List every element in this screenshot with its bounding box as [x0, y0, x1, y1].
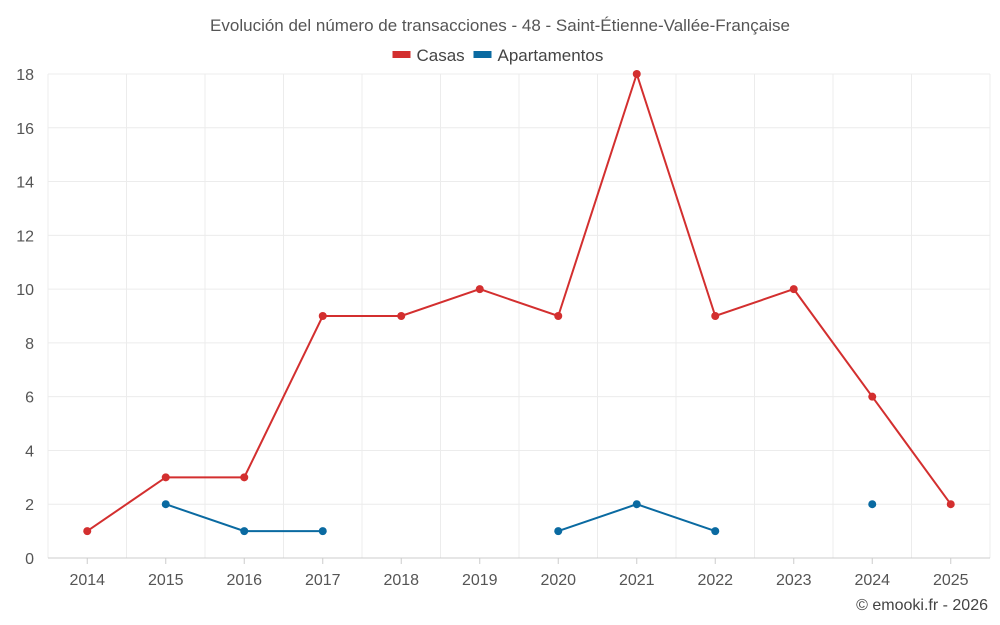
y-tick-label: 8	[25, 336, 34, 353]
x-tick-label: 2018	[383, 572, 419, 589]
data-point	[83, 527, 92, 536]
legend-swatch	[473, 51, 492, 58]
data-point	[554, 312, 563, 320]
data-point	[318, 527, 327, 536]
credit-text: © emooki.fr - 2026	[856, 597, 988, 614]
data-point	[868, 500, 877, 509]
x-tick-label: 2021	[619, 572, 655, 589]
data-point	[711, 527, 720, 536]
series-layer	[83, 70, 955, 536]
series-line	[86, 70, 952, 532]
series-line	[557, 503, 716, 533]
y-tick-label: 12	[16, 228, 34, 245]
x-tick-label: 2016	[226, 572, 262, 589]
data-point	[632, 70, 641, 78]
data-point	[161, 473, 170, 482]
x-tick-label: 2022	[697, 572, 733, 589]
x-tick-label: 2019	[462, 572, 498, 589]
x-tick-label: 2017	[305, 572, 341, 589]
y-tick-label: 14	[16, 175, 34, 192]
data-point	[318, 312, 327, 320]
data-point	[240, 473, 249, 482]
data-point	[868, 392, 877, 401]
grid	[47, 73, 991, 559]
legend: Casas Apartamentos	[392, 46, 604, 65]
y-tick-label: 16	[16, 121, 34, 138]
data-point	[711, 312, 720, 320]
series-apartamentos	[161, 500, 877, 536]
series-casas	[83, 70, 955, 536]
y-tick-label: 10	[16, 282, 34, 299]
legend-swatch	[392, 51, 411, 58]
data-point	[554, 527, 563, 536]
x-tick-label: 2015	[148, 572, 184, 589]
data-point	[397, 312, 406, 320]
data-point	[161, 500, 170, 509]
x-tick-label: 2014	[69, 572, 105, 589]
x-tick-label: 2020	[540, 572, 576, 589]
y-tick-label: 2	[25, 497, 34, 514]
data-point	[632, 500, 641, 509]
chart-title: Evolución del número de transacciones - …	[210, 16, 790, 35]
data-point	[789, 285, 798, 294]
data-point	[240, 527, 249, 536]
y-tick-label: 4	[25, 443, 34, 460]
legend-item-casas[interactable]: Casas	[392, 46, 465, 65]
series-line	[165, 503, 323, 533]
x-tick-label: 2025	[933, 572, 969, 589]
x-tick-label: 2023	[776, 572, 812, 589]
y-tick-label: 18	[16, 67, 34, 84]
legend-label: Casas	[417, 46, 465, 65]
data-point	[946, 500, 955, 509]
legend-item-apartamentos[interactable]: Apartamentos	[473, 46, 604, 65]
legend-label: Apartamentos	[498, 46, 604, 65]
axes: 0 2 4 6 8 10 12 14 16 18 2014 2015 2016 2017 2018 2019 2…	[16, 67, 990, 589]
y-tick-label: 6	[25, 390, 34, 407]
x-tick-label: 2024	[854, 572, 890, 589]
y-tick-label: 0	[25, 551, 34, 568]
data-point	[475, 285, 484, 294]
